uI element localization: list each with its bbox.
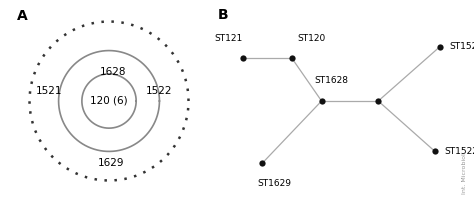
Text: ST1628: ST1628 [314,77,348,85]
Text: A: A [17,9,27,23]
Text: ST120: ST120 [297,34,325,43]
Text: ST1629: ST1629 [257,179,292,188]
Text: 1522: 1522 [146,86,173,96]
Text: 1629: 1629 [98,158,124,168]
Text: 120 (6): 120 (6) [90,96,128,106]
Text: ST1521: ST1521 [450,42,474,51]
Text: 1521: 1521 [36,86,62,96]
Text: ST1522: ST1522 [445,147,474,156]
Text: Int. Microbiol.: Int. Microbiol. [462,151,467,194]
Text: ST121: ST121 [214,34,243,43]
Text: B: B [218,8,228,22]
Text: 1628: 1628 [100,67,126,77]
